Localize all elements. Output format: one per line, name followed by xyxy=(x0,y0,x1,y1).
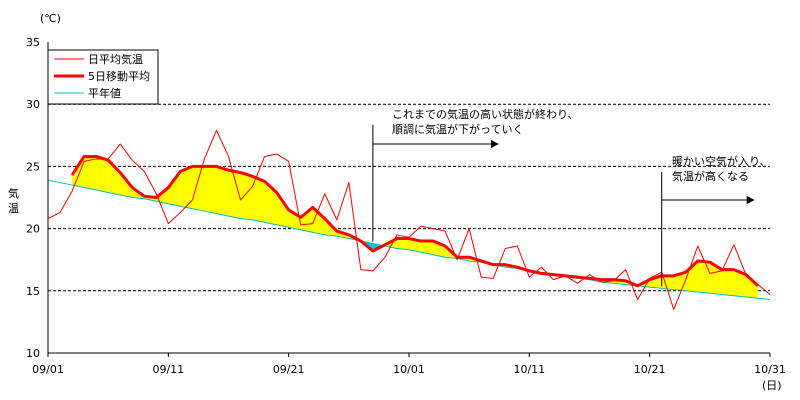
y-tick-label-30: 30 xyxy=(26,98,40,111)
series-lines xyxy=(47,129,771,310)
fill-above-segment-3 xyxy=(84,156,97,191)
x-tick-label-10-01: 10/01 xyxy=(393,363,425,376)
fill-above-segment-29 xyxy=(396,238,409,250)
annotation-1-line-2: 順調に気温が下がっていく xyxy=(392,122,523,136)
fill-above-segment-21 xyxy=(300,207,313,233)
axes: 10 15 20 25 30 35 09/01 09/11 09/21 10/01 10/11 10/… xyxy=(26,36,786,376)
x-tick-label-10-11: 10/11 xyxy=(513,363,545,376)
fill-above-segment-5 xyxy=(108,160,121,196)
legend-label-moving-average: 5日移動平均 xyxy=(88,69,150,83)
fill-above-segment-17 xyxy=(252,176,265,223)
fill-above-segment-15 xyxy=(228,170,241,219)
x-tick-label-10-21: 10/21 xyxy=(634,363,666,376)
annotation-1-line-1: これまでの気温の高い状態が終わり、 xyxy=(392,107,579,121)
fill-above-segment-19 xyxy=(276,192,289,228)
fill-above-segment-30 xyxy=(409,238,422,253)
fill-above-segment-51 xyxy=(661,275,674,290)
grid xyxy=(48,103,770,292)
y-tick-label-10: 10 xyxy=(26,347,40,360)
annotation-2-line-1: 暖かい空気が入り、 xyxy=(672,154,771,168)
fill-above-segment-13 xyxy=(204,166,217,214)
fill-above-segment-22 xyxy=(312,207,325,235)
fill-above-segment-31 xyxy=(421,241,434,255)
annotation-2-line-2: 気温が高くなる xyxy=(672,169,749,183)
fill-above-segment-55 xyxy=(709,262,722,295)
y-tick-label-35: 35 xyxy=(26,36,40,49)
x-tick-label-09-11: 09/11 xyxy=(152,363,184,376)
fill-above-segment-56 xyxy=(721,269,734,296)
annotations: これまでの気温の高い状態が終わり、順調に気温が下がっていく暖かい空気が入り、気温… xyxy=(372,107,771,287)
y-axis-label-char-2: 温 xyxy=(8,202,19,215)
legend-label-daily: 日平均気温 xyxy=(88,52,143,66)
x-tick-label-10-31: 10/31 xyxy=(754,363,786,376)
fill-above-segment-12 xyxy=(192,166,205,212)
y-axis-label-char-1: 気 xyxy=(8,186,19,200)
fill-above-segment-6 xyxy=(120,172,133,198)
y-tick-label-25: 25 xyxy=(26,160,40,173)
x-tick-label-09-21: 09/21 xyxy=(273,363,305,376)
fill-above-segment-53 xyxy=(685,260,698,293)
unit-label: (℃) xyxy=(40,12,61,25)
y-tick-label-15: 15 xyxy=(26,285,40,298)
y-tick-label-20: 20 xyxy=(26,223,40,236)
fill-above-segment-4 xyxy=(96,156,109,193)
fill-above-segment-11 xyxy=(180,166,193,209)
fill-above-segment-10 xyxy=(168,171,181,207)
legend-label-normal: 平年値 xyxy=(88,86,121,100)
fill-above-segment-18 xyxy=(264,181,277,225)
x-axis-unit: (日) xyxy=(762,379,782,392)
normal-line xyxy=(47,179,771,301)
fill-above-segment-14 xyxy=(216,166,229,217)
fill-above-segment-16 xyxy=(240,172,253,220)
x-tick-label-09-01: 09/01 xyxy=(32,363,64,376)
fill-above-segment-54 xyxy=(697,260,710,294)
legend: 日平均気温 5日移動平均 平年値 xyxy=(47,49,159,105)
fill-above-segment-20 xyxy=(288,209,301,230)
fill-above-segment-57 xyxy=(733,269,746,298)
fill-above-segment-2 xyxy=(72,156,85,188)
fill-above-segment-58 xyxy=(745,274,758,299)
moving-average-line xyxy=(70,154,759,288)
